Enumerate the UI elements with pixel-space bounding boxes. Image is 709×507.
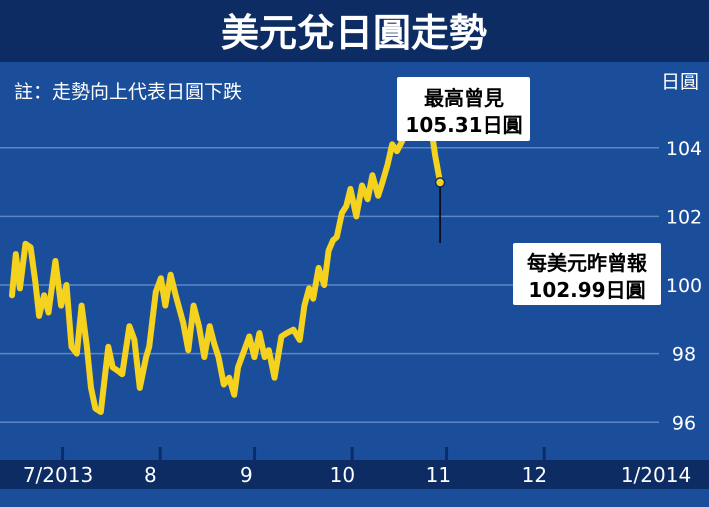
x-axis-ticks: 7/2013 8 9 10 11 12 1/2014	[23, 447, 691, 487]
callout-latest-box	[513, 243, 661, 305]
chart-note: 註：走勢向上代表日圓下跌	[14, 81, 242, 103]
y-tick-label: 100	[666, 275, 702, 297]
x-tick-label: 1/2014	[621, 463, 691, 487]
callout-latest: 每美元昨曾報 102.99日圓	[513, 243, 661, 305]
callout-high: 最高曾見 105.31日圓	[397, 77, 530, 141]
callout-high-label: 最高曾見	[424, 86, 504, 110]
y-tick-label: 98	[672, 344, 696, 366]
callout-latest-label: 每美元昨曾報	[527, 251, 648, 275]
y-tick-label: 104	[666, 138, 702, 160]
x-tick-label: 12	[522, 463, 547, 487]
y-tick-label: 102	[666, 206, 702, 228]
y-tick-label: 96	[672, 412, 696, 434]
x-axis-band	[0, 460, 709, 489]
marker-latest	[434, 177, 446, 188]
x-tick-label: 11	[426, 463, 451, 487]
x-tick-label: 7/2013	[23, 463, 93, 487]
callout-latest-value: 102.99日圓	[528, 278, 645, 302]
series-line-usdjpy	[9, 99, 444, 415]
title-bar	[0, 0, 709, 62]
x-tick-label: 9	[240, 463, 253, 487]
chart-title: 美元兌日圓走勢	[221, 11, 487, 55]
x-tick-label: 10	[330, 463, 355, 487]
callout-high-box	[397, 77, 530, 141]
y-axis-unit: 日圓	[661, 71, 699, 93]
x-tick-label: 8	[144, 463, 157, 487]
y-axis-ticks: 96 98 100 102 104	[666, 138, 702, 434]
callout-high-value: 105.31日圓	[405, 113, 522, 137]
